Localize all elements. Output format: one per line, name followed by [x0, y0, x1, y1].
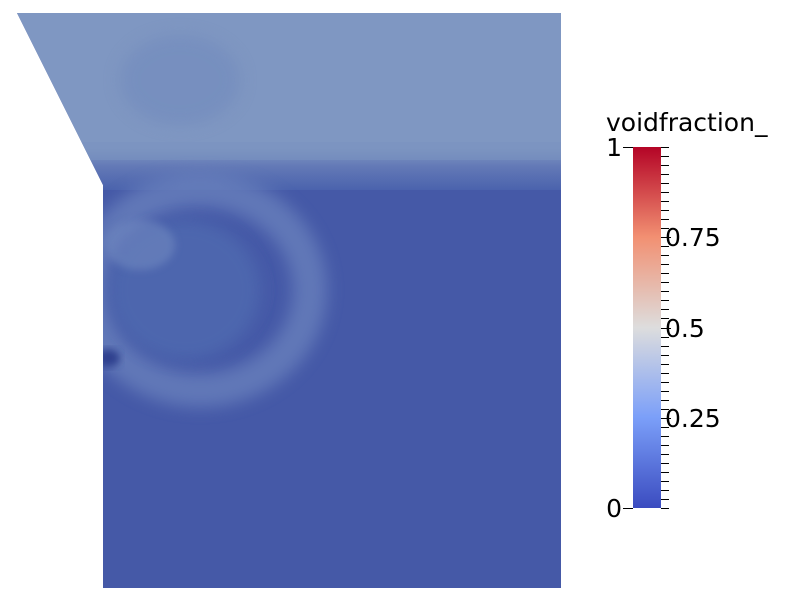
colorbar-tick-label: 0.75 — [665, 223, 721, 252]
vortex-core-light — [105, 220, 175, 270]
min-spot — [96, 349, 120, 367]
colorbar-tick-label: 0 — [606, 494, 622, 523]
interface-band — [17, 142, 561, 160]
colorbar-tick-label: 1 — [606, 133, 622, 162]
colorbar-tick-label: 0.25 — [665, 404, 721, 433]
colorbar-tick-labels: 0 0.25 0.5 0.75 1 — [606, 133, 721, 523]
upper-region — [17, 13, 561, 190]
colorbar: voidfraction_ 0 0.25 0.5 0.75 1 — [606, 108, 768, 523]
colorbar-gradient — [633, 147, 661, 508]
colorbar-tick-label: 0.5 — [665, 314, 705, 343]
colorbar-minor-ticks — [661, 147, 669, 509]
upper-swirl — [120, 35, 240, 125]
colorbar-title: voidfraction_ — [606, 108, 768, 137]
